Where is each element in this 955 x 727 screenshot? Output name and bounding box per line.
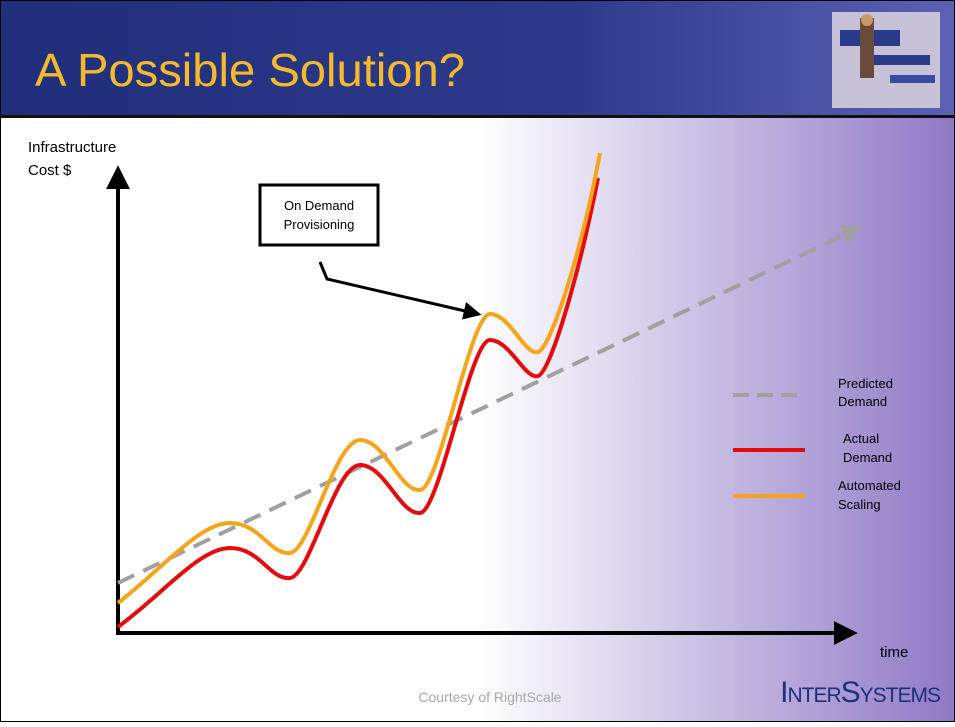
- logo: InterSystems: [780, 676, 941, 709]
- header-rule: [0, 115, 955, 118]
- x-axis-label: time: [880, 644, 908, 661]
- legend-label: Actual: [843, 431, 879, 446]
- header-bar: [0, 0, 955, 115]
- callout-arrow: [318, 261, 482, 320]
- callout-text: On Demand: [284, 198, 354, 213]
- legend-label: Automated: [838, 478, 901, 493]
- predicted-demand-line: [117, 225, 862, 585]
- automated-scaling-curve: [116, 152, 602, 605]
- slide-title: A Possible Solution?: [35, 44, 465, 96]
- credit: Courtesy of RightScale: [418, 689, 561, 705]
- y-axis-label: Infrastructure: [28, 139, 116, 156]
- legend-label: Demand: [838, 394, 887, 409]
- legend-label: Scaling: [838, 497, 881, 512]
- legend-label: Predicted: [838, 376, 893, 391]
- actual-demand-curve: [116, 177, 600, 629]
- header-image: [832, 12, 940, 108]
- y-axis-label: Cost $: [28, 162, 72, 179]
- callout-box: [258, 183, 380, 247]
- callout-text: Provisioning: [284, 217, 355, 232]
- legend-label: Demand: [843, 450, 892, 465]
